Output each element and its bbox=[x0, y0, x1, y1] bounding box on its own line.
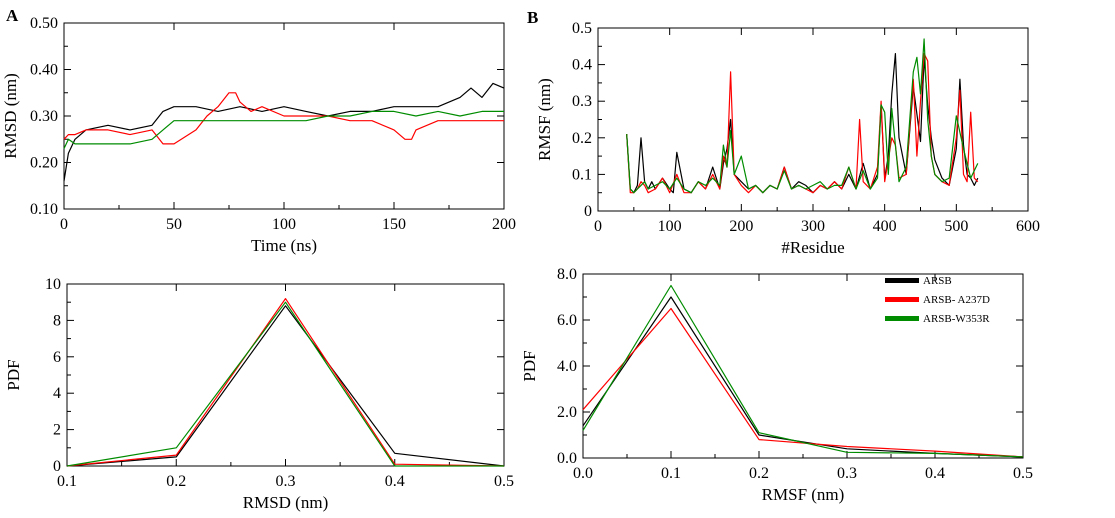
y-axis-label: RMSF (nm) bbox=[535, 78, 554, 161]
y-axis-label: PDF bbox=[4, 359, 23, 390]
series-line-arsb-w353r bbox=[626, 38, 979, 194]
x-axis-label: RMSD (nm) bbox=[243, 493, 328, 512]
panel-label-b: B bbox=[527, 8, 539, 27]
y-tick-label: 0.30 bbox=[30, 108, 58, 125]
y-tick-label: 0.10 bbox=[30, 201, 58, 218]
panel-label-a: A bbox=[6, 6, 19, 25]
chart-rmsd_time: 0 50 100 150 200 0.10 0.20 0.30 0.40 0.50 Time (ns… bbox=[1, 15, 516, 255]
chart-rmsf_residue: 0 100 200 300 400 500 600 0 0.1 0.2 0.3 0.4 0.5 #Resi… bbox=[535, 20, 1040, 257]
legend-label: ARSB- A237D bbox=[923, 294, 990, 306]
series-line-arsb-w353r bbox=[63, 110, 504, 149]
x-tick-label: 500 bbox=[944, 218, 968, 235]
legend-label: ARSB bbox=[923, 275, 952, 287]
y-tick-label: 8 bbox=[53, 312, 61, 329]
series-line-arsb-a237d bbox=[63, 92, 504, 145]
chart-rmsd_pdf: 0.1 0.2 0.3 0.4 0.5 0 2 4 6 8 10 RMSD (nm) PDF bbox=[4, 276, 514, 512]
y-tick-label: 0.50 bbox=[30, 15, 58, 32]
series-line-arsb-a237d bbox=[66, 298, 505, 467]
y-tick-label: 0.4 bbox=[572, 57, 592, 74]
y-tick-label: 0.3 bbox=[572, 93, 592, 110]
x-axis-label: RMSF (nm) bbox=[762, 485, 845, 504]
chart-rmsf_pdf: 0.0 0.1 0.2 0.3 0.4 0.5 0.0 2.0 4.0 6.0 8.0 RMSF (n… bbox=[520, 266, 1033, 504]
series-line-arsb bbox=[626, 52, 979, 194]
x-tick-label: 0.4 bbox=[925, 465, 945, 482]
y-tick-label: 0.20 bbox=[30, 155, 58, 172]
x-tick-label: 0.5 bbox=[1013, 465, 1033, 482]
x-tick-label: 200 bbox=[729, 218, 753, 235]
y-tick-label: 0.40 bbox=[30, 62, 58, 79]
y-tick-label: 6 bbox=[53, 349, 61, 366]
series-line-arsb bbox=[63, 82, 505, 182]
x-tick-label: 600 bbox=[1016, 218, 1040, 235]
y-tick-label: 0.1 bbox=[572, 166, 592, 183]
plot-frame bbox=[66, 283, 505, 467]
x-tick-label: 0.3 bbox=[837, 465, 857, 482]
x-tick-label: 0.0 bbox=[573, 465, 593, 482]
y-axis-label: RMSD (nm) bbox=[1, 73, 20, 158]
series-line-arsb-w353r bbox=[66, 301, 504, 467]
legend-swatch bbox=[885, 278, 919, 283]
y-tick-label: 0 bbox=[53, 458, 61, 475]
x-tick-label: 50 bbox=[166, 216, 182, 233]
x-tick-label: 0.1 bbox=[57, 473, 77, 490]
x-tick-label: 0 bbox=[60, 216, 68, 233]
x-tick-label: 0.2 bbox=[166, 473, 186, 490]
x-tick-label: 100 bbox=[658, 218, 682, 235]
x-tick-label: 300 bbox=[801, 218, 825, 235]
x-tick-label: 0.4 bbox=[385, 473, 405, 490]
x-tick-label: 100 bbox=[272, 216, 296, 233]
x-tick-label: 200 bbox=[492, 216, 516, 233]
x-tick-label: 0.1 bbox=[661, 465, 681, 482]
x-axis-label: #Residue bbox=[781, 238, 844, 257]
y-axis-label: PDF bbox=[520, 350, 539, 381]
x-tick-label: 0 bbox=[594, 218, 602, 235]
x-tick-label: 0.2 bbox=[749, 465, 769, 482]
y-tick-label: 4 bbox=[53, 385, 61, 402]
y-tick-label: 4.0 bbox=[557, 358, 577, 375]
series-line-arsb-w353r bbox=[582, 284, 1024, 458]
y-tick-label: 0.2 bbox=[572, 130, 592, 147]
y-tick-label: 0.5 bbox=[572, 20, 592, 37]
plot-frame bbox=[597, 27, 1029, 212]
series-line-arsb bbox=[66, 305, 505, 467]
y-tick-label: 2.0 bbox=[557, 404, 577, 421]
y-tick-label: 0.0 bbox=[557, 450, 577, 467]
y-tick-label: 10 bbox=[45, 276, 61, 293]
legend-swatch bbox=[885, 297, 919, 302]
y-tick-label: 2 bbox=[53, 422, 61, 439]
x-axis-label: Time (ns) bbox=[251, 236, 317, 255]
x-tick-label: 400 bbox=[873, 218, 897, 235]
y-tick-label: 6.0 bbox=[557, 312, 577, 329]
y-tick-label: 8.0 bbox=[557, 266, 577, 283]
series-line-arsb-a237d bbox=[582, 307, 1024, 458]
x-tick-label: 0.5 bbox=[494, 473, 514, 490]
legend-label: ARSB-W353R bbox=[923, 313, 990, 325]
x-tick-label: 0.3 bbox=[276, 473, 296, 490]
y-tick-label: 0 bbox=[584, 203, 592, 220]
legend-swatch bbox=[885, 316, 919, 321]
x-tick-label: 150 bbox=[382, 216, 406, 233]
